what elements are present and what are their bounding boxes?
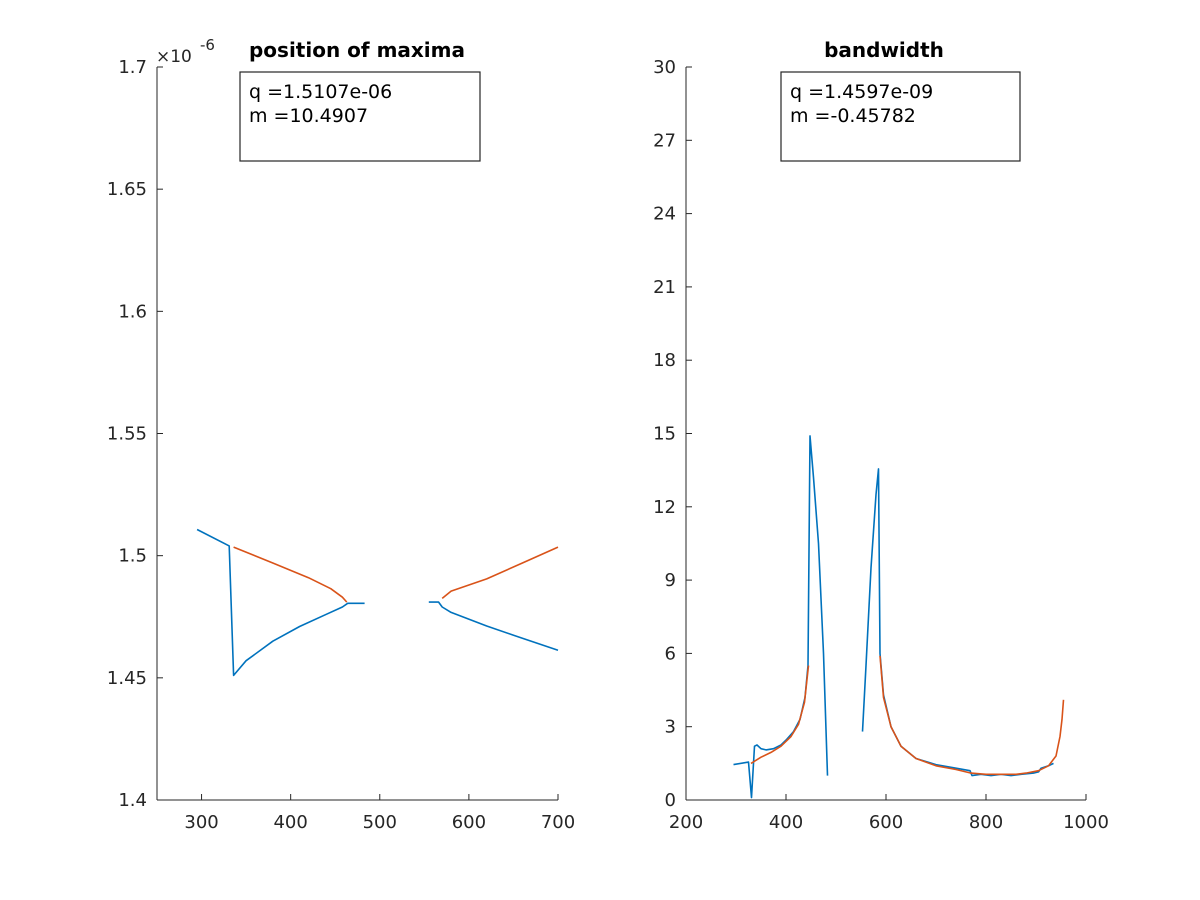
series-line-blue <box>861 468 1054 777</box>
annotation-q: q =1.4597e-09 <box>790 81 933 103</box>
chart-title: position of maxima <box>249 38 465 62</box>
series-line-orange <box>441 546 559 600</box>
x-tick-label: 800 <box>969 812 1003 833</box>
y-tick-label: 3 <box>665 717 676 738</box>
y-tick-label: 9 <box>665 570 676 591</box>
y-tick-label: 0 <box>665 790 676 811</box>
chart-title: bandwidth <box>824 38 944 62</box>
svg-text:×10: ×10 <box>156 47 192 67</box>
annotation-m: m =10.4907 <box>249 105 368 127</box>
y-tick-label: 1.4 <box>118 790 147 811</box>
svg-text:-6: -6 <box>200 36 215 54</box>
x-tick-label: 200 <box>669 812 703 833</box>
x-tick-label: 600 <box>452 812 486 833</box>
x-tick-label: 400 <box>769 812 803 833</box>
y-tick-label: 30 <box>653 57 676 78</box>
y-tick-label: 1.7 <box>118 57 147 78</box>
y-tick-label: 1.45 <box>107 668 147 689</box>
y-tick-label: 27 <box>653 130 676 151</box>
annotation-q: q =1.5107e-06 <box>249 81 392 103</box>
x-tick-label: 300 <box>184 812 218 833</box>
y-tick-label: 1.65 <box>107 179 147 200</box>
x-tick-label: 1000 <box>1063 812 1109 833</box>
series-line-blue <box>733 435 829 799</box>
y-tick-label: 24 <box>653 204 676 225</box>
x-tick-label: 700 <box>541 812 575 833</box>
y-tick-label: 1.5 <box>118 546 147 567</box>
x-tick-label: 500 <box>363 812 397 833</box>
series-line-blue <box>196 528 365 677</box>
y-tick-label: 18 <box>653 350 676 371</box>
annotation-box: q =1.4597e-09 m =-0.45782 <box>780 71 1021 162</box>
annotation-m: m =-0.45782 <box>790 105 916 127</box>
y-exponent-label: ×10 -6 <box>156 36 215 67</box>
y-tick-label: 1.6 <box>118 301 147 322</box>
y-tick-label: 12 <box>653 497 676 518</box>
annotation-box: q =1.5107e-06 m =10.4907 <box>239 71 481 162</box>
series-line-orange <box>879 655 1065 776</box>
series-line-orange <box>233 546 348 603</box>
x-tick-label: 400 <box>273 812 307 833</box>
y-tick-label: 6 <box>665 643 676 664</box>
y-tick-label: 15 <box>653 424 676 445</box>
y-tick-label: 1.55 <box>107 424 147 445</box>
series-line-blue <box>428 601 559 651</box>
series-line-orange <box>750 665 810 765</box>
panel-position-of-maxima: position of maxima ×10 -6 300 400 500 600 70… <box>107 36 575 833</box>
y-tick-label: 21 <box>653 277 676 298</box>
panel-bandwidth: bandwidth 200 400 600 800 1000 0 3 6 9 12 15 18 21 24… <box>653 38 1109 833</box>
x-tick-label: 600 <box>869 812 903 833</box>
